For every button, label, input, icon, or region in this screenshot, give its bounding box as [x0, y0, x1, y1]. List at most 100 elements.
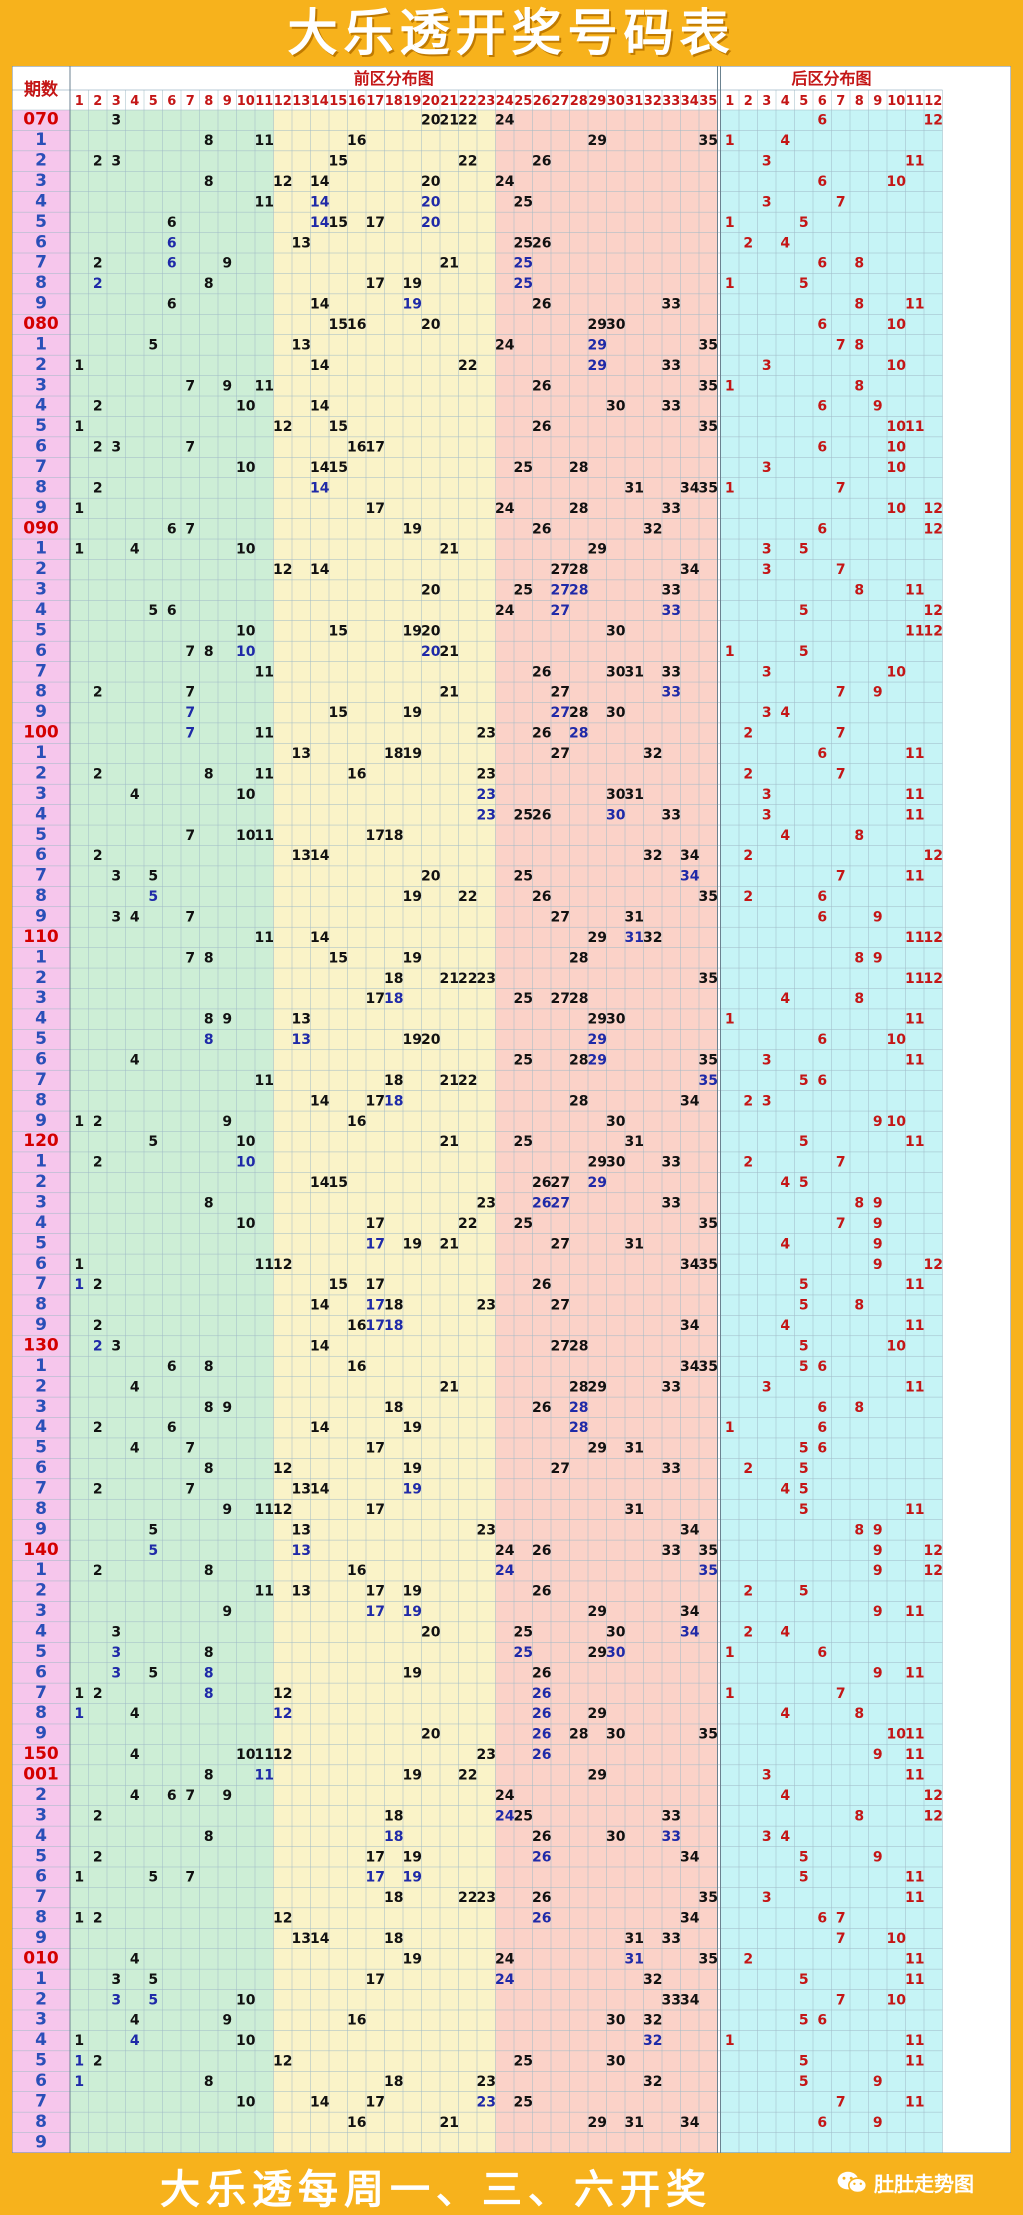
front-number: 12	[273, 174, 292, 190]
front-number: 12	[273, 1502, 292, 1518]
back-number: 4	[780, 828, 790, 844]
back-number: 5	[799, 2054, 809, 2070]
front-number: 15	[329, 950, 348, 966]
front-number: 3	[111, 1339, 121, 1355]
front-number: 1	[74, 501, 84, 517]
front-number: 30	[606, 399, 626, 415]
front-number: 34	[680, 1992, 700, 2008]
period-label: 6	[35, 1867, 47, 1887]
back-number: 6	[817, 113, 827, 129]
back-number: 2	[743, 766, 753, 782]
back-number: 7	[836, 337, 846, 353]
front-number: 8	[204, 174, 214, 190]
front-number: 27	[551, 1461, 570, 1477]
back-number: 12	[924, 971, 943, 987]
front-number: 5	[148, 603, 158, 619]
front-number: 15	[329, 460, 348, 476]
front-number: 23	[477, 2094, 496, 2110]
front-number: 12	[273, 1911, 292, 1927]
front-number: 33	[662, 297, 681, 313]
front-number: 11	[255, 1073, 274, 1089]
back-number: 5	[799, 1298, 809, 1314]
back-number: 11	[905, 583, 924, 599]
front-number: 20	[421, 1625, 441, 1641]
front-number: 2	[93, 399, 103, 415]
back-number: 3	[762, 358, 772, 374]
front-number: 9	[222, 1604, 232, 1620]
front-number: 28	[569, 460, 588, 476]
front-number: 8	[204, 1686, 214, 1702]
front-number: 33	[662, 1829, 681, 1845]
back-number: 11	[905, 930, 924, 946]
front-number: 24	[495, 501, 515, 517]
period-label: 2	[35, 1581, 47, 1601]
front-number-header: 6	[167, 94, 176, 109]
period-label: 7	[35, 1479, 47, 1499]
front-number-header: 11	[255, 94, 273, 109]
front-number: 13	[292, 1584, 311, 1600]
front-number-header: 31	[625, 94, 643, 109]
front-number: 22	[458, 1216, 477, 1232]
front-number: 8	[204, 766, 214, 782]
front-number: 31	[625, 1134, 644, 1150]
front-number: 21	[440, 2115, 459, 2131]
front-number: 33	[662, 501, 681, 517]
front-number: 12	[273, 1461, 292, 1477]
front-number: 19	[403, 1849, 422, 1865]
front-number: 34	[680, 480, 700, 496]
back-number: 1	[725, 1645, 735, 1661]
period-label: 4	[35, 1417, 47, 1437]
back-number: 9	[873, 1665, 883, 1681]
back-number: 9	[873, 1195, 883, 1211]
back-number: 5	[799, 1134, 809, 1150]
front-number: 27	[551, 1339, 570, 1355]
back-number: 7	[836, 562, 846, 578]
back-number: 5	[799, 542, 809, 558]
back-number: 9	[873, 399, 883, 415]
front-number: 6	[167, 1420, 177, 1436]
back-number: 9	[873, 1563, 883, 1579]
period-label: 2	[35, 1785, 47, 1805]
front-number: 25	[514, 1134, 533, 1150]
front-number-header: 24	[496, 94, 514, 109]
front-number: 30	[606, 1114, 626, 1130]
watermark: 肚肚走势图	[836, 2168, 974, 2197]
front-number: 27	[551, 909, 570, 925]
front-number: 19	[403, 1768, 422, 1784]
back-number: 11	[905, 1951, 924, 1967]
front-number: 14	[310, 1093, 330, 1109]
front-number-header: 5	[149, 94, 158, 109]
back-number: 11	[905, 807, 924, 823]
back-number: 4	[780, 1788, 790, 1804]
period-label: 4	[35, 1213, 47, 1233]
front-number: 25	[514, 807, 533, 823]
period-label: 150	[23, 1744, 59, 1764]
front-number: 7	[185, 644, 195, 660]
back-number: 11	[905, 623, 924, 639]
front-number: 13	[292, 1543, 311, 1559]
front-number: 14	[310, 1931, 330, 1947]
front-number: 26	[532, 807, 551, 823]
front-number: 4	[130, 2033, 140, 2049]
front-number: 18	[384, 1829, 403, 1845]
front-number: 25	[514, 869, 533, 885]
front-number-header: 35	[699, 94, 717, 109]
period-label: 5	[35, 1029, 47, 1049]
front-number: 30	[606, 2013, 626, 2029]
period-label: 5	[35, 825, 47, 845]
back-number-header: 9	[873, 94, 882, 109]
back-number: 2	[743, 726, 753, 742]
front-number: 26	[532, 419, 551, 435]
front-number: 18	[384, 828, 403, 844]
front-number: 33	[662, 603, 681, 619]
front-number: 13	[292, 1012, 311, 1028]
front-number: 17	[366, 1972, 385, 1988]
front-number: 30	[606, 1155, 626, 1171]
front-number: 5	[148, 1972, 158, 1988]
front-number: 13	[292, 746, 311, 762]
front-number: 2	[93, 1318, 103, 1334]
front-number: 10	[236, 460, 256, 476]
front-number: 16	[347, 2013, 366, 2029]
front-number: 29	[588, 1645, 607, 1661]
back-number: 12	[924, 501, 943, 517]
